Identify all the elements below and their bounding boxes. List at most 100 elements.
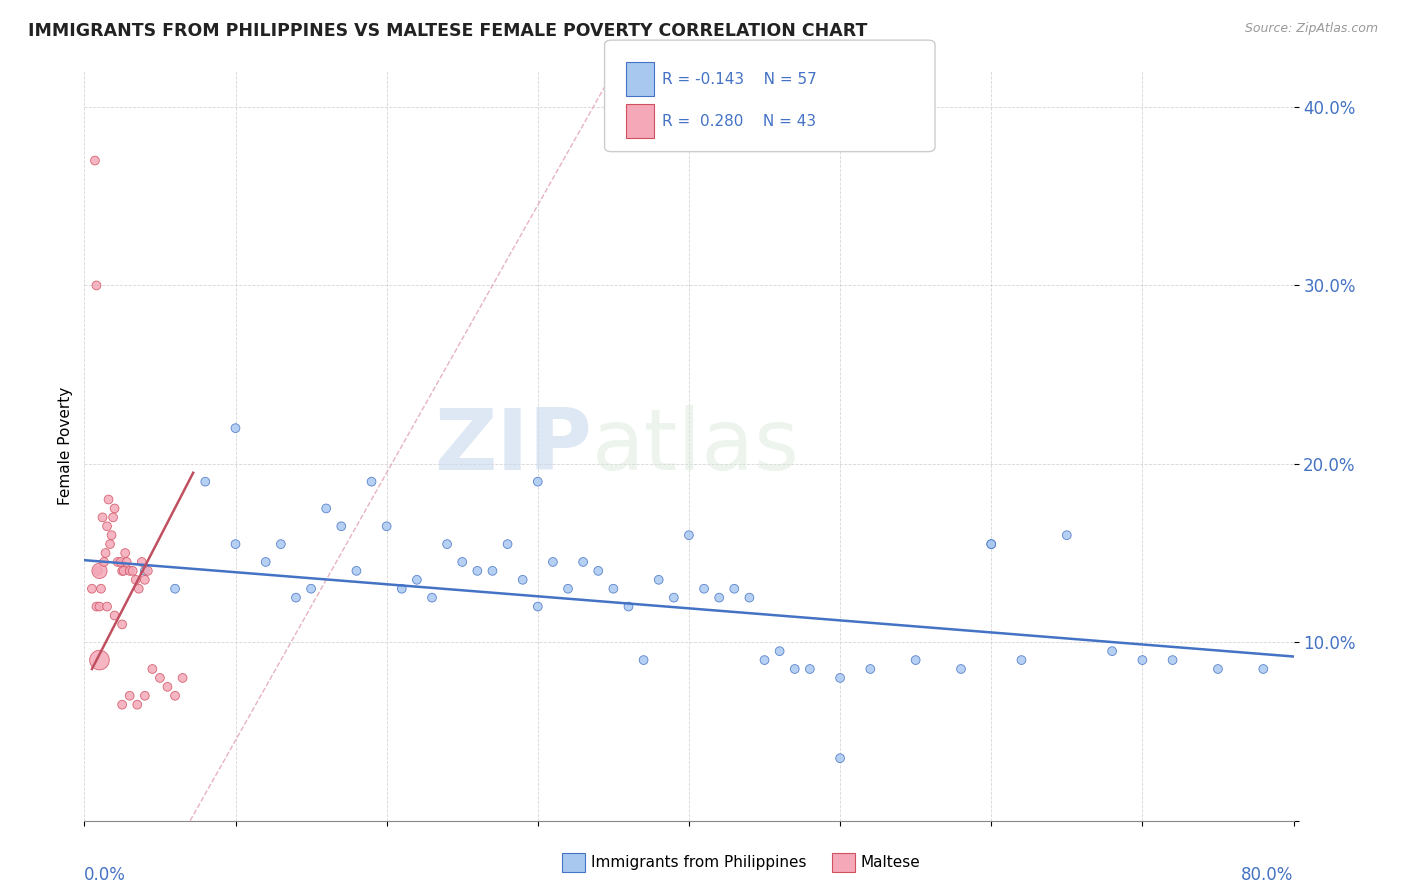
Point <box>299 582 322 596</box>
Point <box>709 591 731 605</box>
Point <box>980 537 1002 551</box>
Point <box>481 564 503 578</box>
Point <box>270 537 292 551</box>
Point <box>285 591 308 605</box>
Point <box>128 582 150 596</box>
Point <box>436 537 458 551</box>
Point <box>98 537 121 551</box>
Point <box>111 564 134 578</box>
Point <box>723 582 745 596</box>
Point <box>467 564 489 578</box>
Point <box>330 519 353 533</box>
Point <box>738 591 761 605</box>
Text: Maltese: Maltese <box>860 855 920 870</box>
Text: 0.0%: 0.0% <box>84 865 127 884</box>
Point <box>80 582 103 596</box>
Point <box>375 519 398 533</box>
Point <box>156 680 179 694</box>
Point <box>114 546 136 560</box>
Point <box>94 546 117 560</box>
Point <box>799 662 821 676</box>
Point <box>391 582 413 596</box>
Point <box>136 564 159 578</box>
Point <box>693 582 716 596</box>
Point <box>118 564 141 578</box>
Point <box>149 671 172 685</box>
Point <box>141 662 163 676</box>
Point <box>527 599 550 614</box>
Point <box>134 573 156 587</box>
Point <box>172 671 194 685</box>
Point <box>134 564 156 578</box>
Point <box>588 564 610 578</box>
Point <box>754 653 776 667</box>
Point <box>111 698 134 712</box>
Point <box>648 573 671 587</box>
Point <box>107 555 129 569</box>
Point <box>360 475 382 489</box>
Point <box>89 653 111 667</box>
Point <box>1056 528 1078 542</box>
Point <box>121 564 143 578</box>
Point <box>1101 644 1123 658</box>
Y-axis label: Female Poverty: Female Poverty <box>58 387 73 505</box>
Point <box>90 582 112 596</box>
Point <box>96 519 118 533</box>
Point <box>950 662 973 676</box>
Point <box>127 698 149 712</box>
Point <box>662 591 685 605</box>
Point <box>406 573 429 587</box>
Point <box>830 671 852 685</box>
Point <box>1161 653 1184 667</box>
Point <box>104 608 127 623</box>
Point <box>131 555 153 569</box>
Point <box>87 564 110 578</box>
Point <box>859 662 882 676</box>
Point <box>527 475 550 489</box>
Point <box>1130 653 1153 667</box>
Point <box>783 662 806 676</box>
Point <box>91 510 114 524</box>
Point <box>97 492 120 507</box>
Point <box>904 653 927 667</box>
Point <box>101 510 124 524</box>
Text: atlas: atlas <box>592 404 800 488</box>
Point <box>86 278 108 293</box>
Point <box>254 555 277 569</box>
Point <box>557 582 579 596</box>
Point <box>134 689 156 703</box>
Point <box>165 689 187 703</box>
Point <box>602 582 624 596</box>
Point <box>617 599 640 614</box>
Point <box>1253 662 1275 676</box>
Point <box>1206 662 1229 676</box>
Point <box>451 555 474 569</box>
Text: Source: ZipAtlas.com: Source: ZipAtlas.com <box>1244 22 1378 36</box>
Text: IMMIGRANTS FROM PHILIPPINES VS MALTESE FEMALE POVERTY CORRELATION CHART: IMMIGRANTS FROM PHILIPPINES VS MALTESE F… <box>28 22 868 40</box>
Point <box>89 564 111 578</box>
Point <box>96 599 118 614</box>
Point <box>980 537 1002 551</box>
Point <box>100 528 122 542</box>
Point <box>1011 653 1033 667</box>
Point <box>769 644 792 658</box>
Point <box>125 573 148 587</box>
Point <box>194 475 217 489</box>
Point <box>115 555 138 569</box>
Point <box>165 582 187 596</box>
Text: R =  0.280    N = 43: R = 0.280 N = 43 <box>662 114 817 128</box>
Text: R = -0.143    N = 57: R = -0.143 N = 57 <box>662 72 817 87</box>
Point <box>93 555 115 569</box>
Point <box>225 421 247 435</box>
Text: 80.0%: 80.0% <box>1241 865 1294 884</box>
Point <box>315 501 337 516</box>
Point <box>420 591 443 605</box>
Point <box>541 555 564 569</box>
Point <box>104 501 127 516</box>
Point <box>118 689 141 703</box>
Point <box>512 573 534 587</box>
Point <box>225 537 247 551</box>
Text: ZIP: ZIP <box>434 404 592 488</box>
Point <box>633 653 655 667</box>
Point <box>112 564 135 578</box>
